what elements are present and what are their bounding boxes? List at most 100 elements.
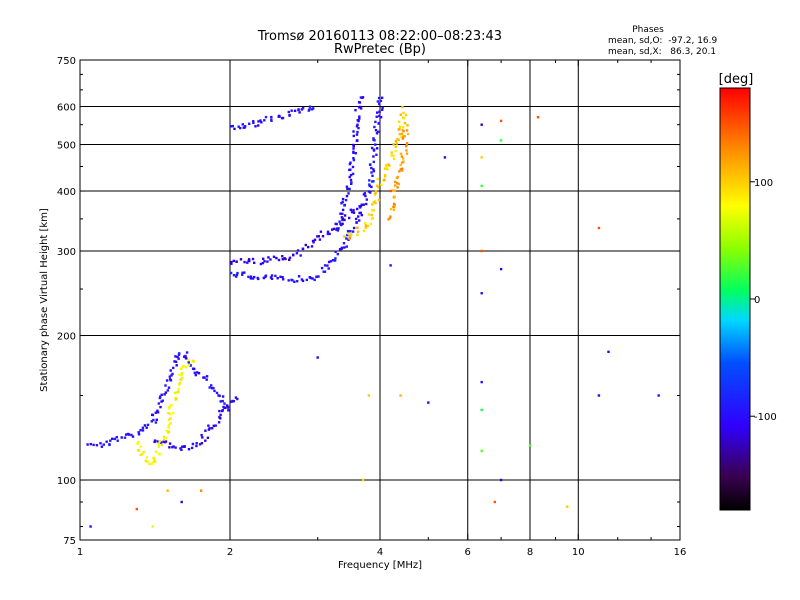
echo-point	[137, 431, 140, 434]
echo-point	[392, 202, 396, 206]
echo-point	[156, 409, 159, 412]
echo-point	[320, 266, 324, 270]
echo-point	[480, 123, 483, 126]
echo-point	[187, 358, 191, 362]
echo-point	[261, 261, 265, 265]
echo-point	[348, 216, 351, 220]
echo-point	[343, 203, 346, 207]
echo-point	[167, 418, 171, 421]
echo-point	[334, 257, 337, 260]
echo-point	[288, 256, 292, 259]
echo-point	[193, 371, 196, 374]
echo-point	[364, 226, 367, 229]
echo-point	[223, 406, 226, 410]
echo-point	[355, 133, 359, 136]
echo-point	[154, 421, 158, 424]
echo-point	[211, 427, 214, 430]
echo-point	[167, 426, 170, 429]
echo-point	[401, 128, 404, 132]
echo-point	[167, 386, 171, 389]
echo-point	[167, 424, 171, 427]
echo-point	[345, 237, 348, 240]
y-tick-label: 400	[57, 187, 76, 198]
echo-point	[329, 260, 333, 263]
echo-point	[109, 439, 112, 442]
echo-point	[156, 411, 160, 414]
echo-point	[217, 394, 220, 397]
echo-point	[368, 184, 371, 188]
echo-point	[480, 380, 483, 384]
echo-point	[398, 133, 401, 136]
echo-point	[89, 525, 92, 528]
echo-point	[313, 278, 316, 282]
colorbar-ticks: 100 0 -100	[750, 178, 777, 423]
echo-point	[154, 450, 158, 453]
echo-point	[376, 130, 380, 133]
echo-point	[160, 400, 163, 403]
echo-point	[281, 116, 285, 120]
echo-point	[376, 184, 379, 187]
phase-info-x: mean, sd,X: 86.3, 20.1	[608, 47, 716, 57]
echo-point	[125, 433, 128, 436]
echo-point	[367, 213, 371, 216]
echo-point	[174, 355, 177, 358]
echo-point	[387, 163, 390, 166]
echo-point	[401, 125, 405, 129]
echo-point	[262, 257, 265, 260]
echo-point	[379, 116, 383, 119]
echo-point	[187, 448, 191, 451]
echo-point	[326, 264, 329, 267]
chart-title: Tromsø 20160113 08:22:00–08:23:43	[257, 29, 502, 44]
echo-point	[372, 209, 376, 212]
echo-point	[402, 157, 405, 160]
echo-point	[244, 125, 247, 128]
echo-point	[230, 260, 233, 264]
echo-point	[392, 157, 396, 160]
echo-point	[375, 132, 379, 135]
echo-point	[370, 146, 374, 150]
y-axis-ticks: 75 100 200 300 400 500 600 750	[57, 56, 680, 547]
echo-point	[480, 184, 483, 188]
echo-point	[341, 197, 345, 201]
echo-point	[480, 292, 483, 295]
echo-point	[167, 411, 170, 415]
x-tick-label: 2	[227, 547, 233, 558]
echo-point	[196, 371, 199, 374]
echo-point	[263, 260, 266, 263]
y-tick-label: 750	[57, 56, 76, 67]
echo-point	[120, 436, 123, 439]
echo-point	[350, 233, 353, 236]
echo-point	[161, 399, 164, 402]
echo-point	[190, 446, 194, 450]
echo-point	[168, 446, 171, 449]
echo-point	[169, 405, 172, 408]
echo-point	[657, 394, 660, 397]
echo-point	[174, 360, 178, 363]
echo-point	[274, 274, 277, 278]
echo-point	[340, 216, 344, 219]
echo-point	[404, 145, 408, 148]
echo-point	[170, 374, 173, 377]
echo-point	[159, 441, 163, 444]
echo-point	[373, 125, 376, 129]
echo-point	[374, 129, 378, 132]
echo-point	[400, 132, 404, 135]
echo-point	[174, 391, 177, 395]
echo-point	[168, 442, 172, 445]
echo-point	[375, 115, 378, 118]
echo-point	[163, 441, 167, 444]
echo-point	[389, 207, 393, 211]
echo-point	[378, 102, 381, 106]
echo-point	[397, 120, 401, 123]
echo-point	[173, 360, 176, 363]
echo-point	[376, 111, 379, 114]
echo-point	[389, 264, 392, 267]
echo-point	[345, 194, 349, 198]
echo-point	[177, 353, 181, 356]
echo-point	[369, 191, 372, 194]
echo-point	[89, 442, 92, 446]
echo-point	[191, 359, 194, 362]
echo-point	[359, 96, 363, 99]
echo-point	[287, 279, 290, 282]
echo-point	[197, 372, 201, 375]
